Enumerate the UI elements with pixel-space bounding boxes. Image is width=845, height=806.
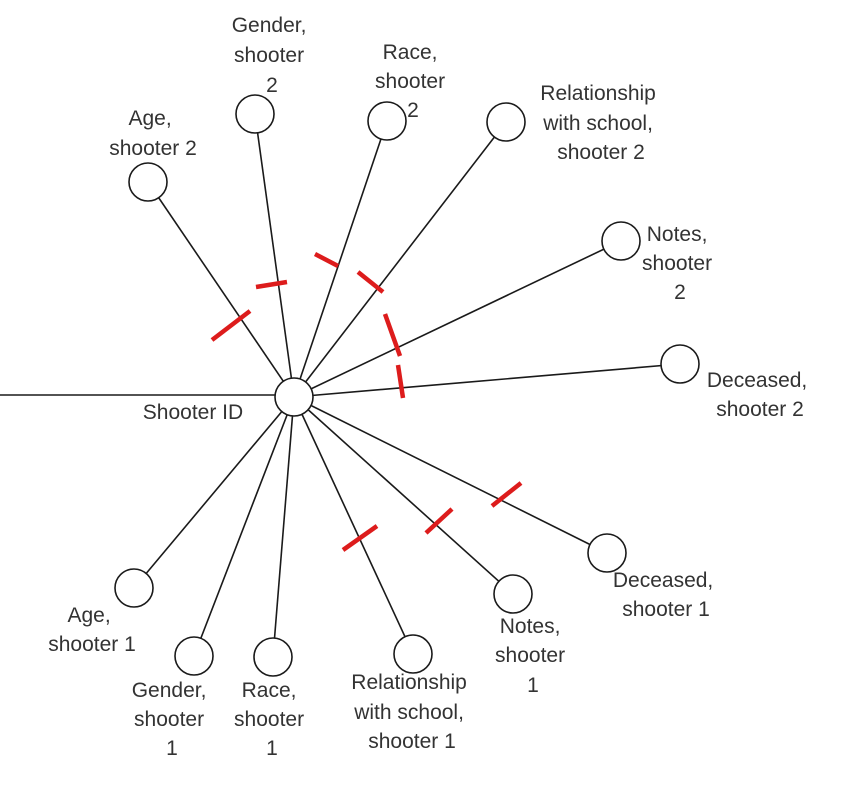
edge-age1 (133, 396, 295, 589)
label-gender2: Gender, shooter 2 (232, 14, 313, 97)
red-mark-1 (210, 309, 252, 342)
red-mark-5 (382, 313, 403, 357)
edge-age2 (147, 181, 295, 398)
label-race1: Race, shooter 1 (234, 679, 310, 760)
label-rel2: Relationship with school, shooter 2 (540, 82, 661, 164)
edge-gender1 (193, 396, 295, 657)
node-gender2 (235, 94, 275, 134)
red-constraint-marks (210, 252, 523, 552)
label-dec1: Deceased, shooter 1 (613, 569, 719, 621)
edge-race2 (293, 120, 388, 398)
node-rel2 (486, 102, 526, 142)
red-mark-4 (356, 270, 385, 294)
label-dec2: Deceased, shooter 2 (707, 369, 813, 421)
node-shooter-id (274, 377, 314, 417)
label-race2: Race, shooter 2 (375, 41, 451, 122)
node-age1 (114, 568, 154, 608)
red-mark-6 (395, 364, 406, 399)
edge-rel2 (293, 121, 507, 398)
edge-notes1 (293, 396, 514, 595)
red-mark-3 (313, 252, 340, 268)
edge-notes2 (293, 240, 622, 398)
label-age2: Age, shooter 2 (109, 107, 197, 160)
node-dec2 (660, 344, 700, 384)
node-race1 (253, 637, 293, 677)
attribute-labels: Shooter ID Age, shooter 2 Gender, shoote… (48, 14, 813, 760)
node-gender1 (174, 636, 214, 676)
node-dec1 (587, 533, 627, 573)
label-notes2: Notes, shooter 2 (642, 223, 718, 304)
edge-dec2 (293, 363, 681, 398)
node-notes1 (493, 574, 533, 614)
center-label: Shooter ID (143, 401, 243, 424)
label-notes1: Notes, shooter 1 (495, 615, 571, 697)
red-mark-2 (255, 279, 288, 290)
edge-dec1 (293, 396, 608, 554)
red-mark-9 (490, 481, 523, 508)
edge-race1 (272, 396, 295, 658)
red-mark-8 (424, 507, 454, 535)
label-age1: Age, shooter 1 (48, 604, 136, 656)
edge-gender2 (254, 113, 295, 398)
label-rel1: Relationship with school, shooter 1 (351, 671, 472, 753)
edge-rel1 (293, 396, 414, 655)
attribute-nodes (114, 94, 700, 677)
node-notes2 (601, 221, 641, 261)
node-rel1 (393, 634, 433, 674)
label-gender1: Gender, shooter 1 (132, 679, 213, 760)
node-age2 (128, 162, 168, 202)
attribute-edges (0, 113, 681, 658)
red-mark-7 (341, 524, 379, 552)
node-race2 (367, 101, 407, 141)
